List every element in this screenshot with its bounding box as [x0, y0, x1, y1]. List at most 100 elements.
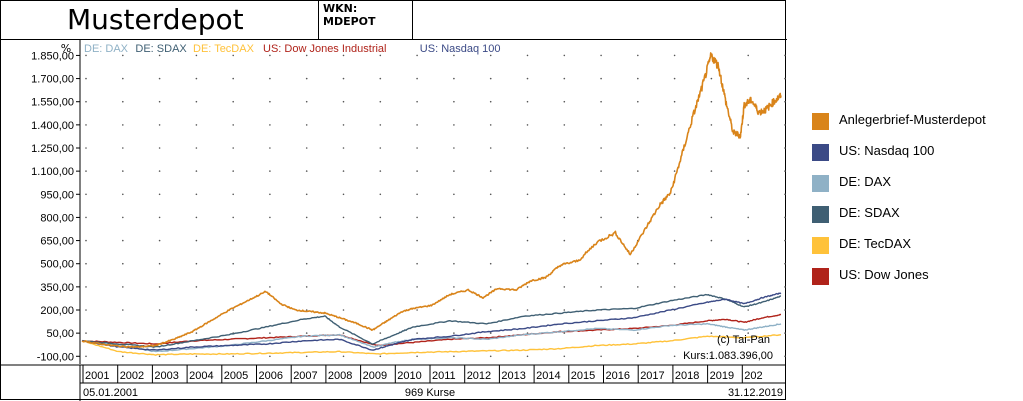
- grid-dot: [563, 54, 566, 57]
- grid-dot: [747, 239, 749, 242]
- grid-dot: [122, 286, 124, 288]
- grid-dot: [158, 239, 161, 242]
- grid-dot: [85, 286, 87, 288]
- wkn-box: WKN: MDEPOT: [319, 1, 413, 39]
- grid-dot: [232, 216, 234, 219]
- grid-dot: [342, 147, 345, 149]
- grid-dot: [195, 54, 198, 57]
- grid-dot: [85, 193, 87, 196]
- grid-dot: [269, 332, 271, 334]
- grid-dot: [305, 286, 308, 288]
- x-tick-label: 2012: [467, 370, 491, 382]
- series-line: [81, 292, 782, 351]
- grid-dot: [710, 309, 713, 311]
- x-tick-label: 2006: [259, 370, 283, 382]
- grid-dot: [416, 77, 418, 80]
- grid-dot: [232, 100, 234, 103]
- grid-dot: [673, 170, 676, 172]
- top-legend-entry: DE: DAX: [84, 43, 129, 55]
- grid-dot: [747, 147, 749, 149]
- grid-dot: [122, 239, 124, 242]
- grid-dot: [85, 54, 87, 57]
- chart-frame: Musterdepot WKN: MDEPOT: [0, 0, 787, 400]
- grid-dot: [85, 77, 87, 80]
- grid-dot: [747, 286, 749, 288]
- grid-dot: [305, 332, 308, 334]
- grid-dot: [379, 239, 382, 242]
- grid-dot: [158, 124, 161, 126]
- series-line: [81, 334, 782, 356]
- grid-dot: [489, 77, 492, 80]
- grid-dot: [673, 239, 676, 242]
- grid-dot: [747, 262, 749, 265]
- y-axis-label: %: [61, 42, 71, 55]
- grid-dot: [416, 216, 418, 219]
- series-line: [81, 52, 782, 349]
- grid-dot: [453, 124, 455, 126]
- y-tick-label: 1.700,00: [31, 74, 74, 86]
- grid-dot: [747, 216, 749, 219]
- grid-dot: [563, 216, 566, 219]
- grid-dot: [416, 332, 418, 334]
- grid-dot: [269, 193, 271, 196]
- grid-dot: [784, 286, 786, 288]
- grid-dot: [122, 332, 124, 334]
- grid-dot: [710, 355, 713, 358]
- grid-dot: [85, 216, 87, 219]
- grid-dot: [747, 124, 749, 126]
- y-tick-label: 950,00: [40, 189, 74, 201]
- grid-dot: [232, 193, 234, 196]
- grid-dot: [232, 124, 234, 126]
- grid-dot: [85, 355, 87, 358]
- grid-dot: [379, 309, 382, 311]
- kurs-annotation: Kurs:1.083.396,00: [683, 350, 773, 362]
- grid-dot: [85, 100, 87, 103]
- grid-dot: [379, 54, 382, 57]
- grid-dot: [600, 77, 602, 80]
- legend-item: DE: SDAX: [812, 201, 1017, 232]
- grid-dot: [269, 170, 271, 172]
- legend-label: DE: TecDAX: [839, 236, 912, 251]
- grid-dot: [489, 332, 492, 334]
- grid-dot: [747, 170, 749, 172]
- grid-dot: [342, 124, 345, 126]
- grid-dot: [600, 286, 602, 288]
- grid-dot: [526, 124, 529, 126]
- grid-dot: [673, 286, 676, 288]
- series-line: [82, 293, 781, 348]
- x-tick-label: 2010: [397, 370, 421, 382]
- grid-dot: [379, 355, 382, 358]
- grid-dot: [453, 286, 455, 288]
- grid-dot: [379, 193, 382, 196]
- grid-dot: [305, 170, 308, 172]
- y-tick-label: 1.100,00: [31, 166, 74, 178]
- x-tick-label: 2002: [120, 370, 144, 382]
- y-tick-label: 1.400,00: [31, 120, 74, 132]
- x-tick-label: 2018: [675, 370, 699, 382]
- grid-dot: [195, 147, 198, 149]
- grid-dot: [305, 193, 308, 196]
- grid-dot: [379, 147, 382, 149]
- grid-dot: [158, 286, 161, 288]
- grid-dot: [453, 77, 455, 80]
- grid-dot: [85, 170, 87, 172]
- grid-dot: [416, 124, 418, 126]
- grid-dot: [305, 239, 308, 242]
- grid-dot: [122, 124, 124, 126]
- grid-dot: [784, 216, 786, 219]
- grid-dot: [563, 100, 566, 103]
- grid-dot: [342, 100, 345, 103]
- x-tick-label: 2008: [328, 370, 352, 382]
- y-axis: 1.850,00 1.700,00 1.550,00 1.400,00 1.250,00…: [31, 40, 81, 364]
- grid-dot: [453, 239, 455, 242]
- grid-dot: [379, 216, 382, 219]
- grid-dot: [784, 100, 786, 103]
- grid-dot: [710, 216, 713, 219]
- grid-dot: [526, 193, 529, 196]
- grid-dot: [747, 54, 749, 57]
- footer-end-date: 31.12.2019: [728, 387, 783, 399]
- grid-dot: [784, 124, 786, 126]
- grid-dot: [784, 262, 786, 265]
- grid-dot: [305, 355, 308, 358]
- grid-dot: [526, 54, 529, 57]
